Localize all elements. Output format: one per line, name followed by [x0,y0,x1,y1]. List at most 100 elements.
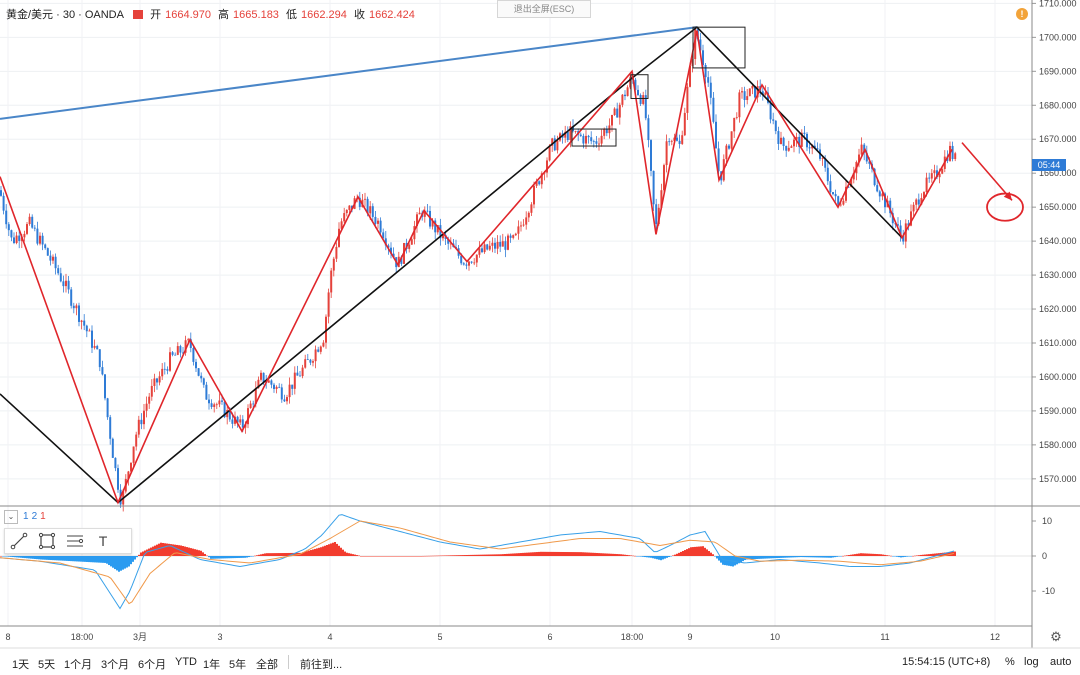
macd-histogram-bar [120,556,122,571]
macd-histogram-bar [736,556,738,565]
range-5y-button[interactable]: 5年 [229,659,247,671]
range-5d-button[interactable]: 5天 [38,659,56,671]
gear-icon[interactable]: ⚙ [1050,629,1062,644]
candle-body [465,264,468,266]
candle-body [249,403,252,409]
text-tool-icon[interactable]: T [98,533,108,549]
range-3m-button[interactable]: 3个月 [101,659,130,671]
macd-histogram-bar [564,552,566,556]
macd-histogram-bar [140,552,142,556]
candle-body [10,230,13,238]
macd-histogram-bar [830,556,832,558]
candle-body [208,399,210,404]
chevron-down-icon[interactable]: ⌄ [4,510,18,524]
range-ytd-button[interactable]: YTD [175,656,197,668]
candle-body [951,145,954,160]
macd-histogram-bar [534,552,536,556]
macd-histogram-bar [870,553,872,556]
macd-dea-line [0,520,955,605]
macd-histogram-bar [446,555,448,556]
macd-histogram-bar [910,556,912,557]
macd-histogram-bar [344,551,346,556]
macd-histogram-bar [50,556,52,561]
price-tick-label: 1590.000 [1039,406,1077,416]
fib-tool-icon[interactable] [61,530,89,552]
candle-body [808,147,811,149]
macd-histogram-bar [532,552,534,556]
candle-body [413,226,416,240]
price-axis[interactable]: 1570.000 1580.000 1590.000 1600.000 1610.000… [1032,0,1080,648]
candle-body [769,102,772,120]
candle-body [738,92,741,118]
candle-body [548,145,551,161]
time-tick-label: 6 [547,632,552,642]
macd-histogram-bar [642,556,644,557]
candle-body [868,161,871,164]
candle-body [704,64,707,78]
candle-body [728,145,730,149]
percent-toggle[interactable]: % [1005,656,1015,668]
candle-body [847,186,850,188]
macd-histogram-bar [916,555,918,556]
candle-body [803,132,806,134]
macd-histogram-bar [464,555,466,556]
candle-body [213,404,216,407]
flag-icon[interactable] [133,10,144,19]
macd-histogram-bar [64,556,66,561]
candle-body [605,129,608,134]
macd-histogram-bar [144,550,146,556]
macd-histogram-bar [168,543,170,556]
macd-histogram-bar [664,556,666,559]
candle-body [314,349,317,362]
range-1y-button[interactable]: 1年 [203,659,221,671]
log-toggle[interactable]: log [1024,656,1039,668]
macd-histogram-bar [458,555,460,556]
macd-histogram-bar [880,554,882,556]
macd-histogram-bar [302,552,304,556]
exit-fullscreen-button[interactable]: 退出全屏(ESC) [497,0,591,18]
macd-histogram-bar [620,554,622,556]
macd-histogram-bar [224,556,226,559]
time-axis[interactable]: 8 18:00 3月 3 4 5 6 18:00 9 10 11 12 ⚙ [5,629,1061,644]
macd-histogram-bar [38,556,40,560]
range-all-button[interactable]: 全部 [256,659,278,671]
candle-body [215,404,218,406]
macd-histogram-bar [630,555,632,556]
macd-histogram-bar [80,556,82,562]
macd-histogram-bar [912,555,914,557]
candle-body [2,195,5,211]
macd-histogram-bar [34,556,36,559]
macd-histogram-bar [366,556,368,557]
macd-histogram-bar [804,556,806,558]
time-tick-label: 12 [990,632,1000,642]
macd-histogram-bar [668,556,670,558]
macd-histogram-bar [854,554,856,556]
candle-body [603,129,606,136]
toolbar-label-2: 2 [31,511,38,522]
macd-histogram-bar [214,556,216,559]
candle-body [735,117,738,119]
macd-histogram-bar [874,553,876,556]
symbol-name[interactable]: 黄金/美元 · 30 · OANDA [6,9,124,21]
range-1d-button[interactable]: 1天 [12,659,30,671]
candle-body [556,140,559,151]
macd-histogram-bar [920,554,922,556]
macd-histogram-bar [12,556,14,558]
candle-body [379,220,382,233]
macd-histogram-bar [908,556,910,557]
time-tick-label: 9 [687,632,692,642]
line-tool-icon[interactable] [5,530,33,552]
candle-body [592,141,595,142]
macd-histogram-bar [898,556,900,558]
macd-histogram-bar [208,556,210,558]
alert-icon[interactable]: ! [1016,8,1028,20]
macd-histogram-bar [536,552,538,556]
range-6m-button[interactable]: 6个月 [138,659,167,671]
range-1m-button[interactable]: 1个月 [64,659,93,671]
macd-histogram-bar [426,555,428,557]
rectangle-tool-icon[interactable] [33,530,61,552]
goto-date-button[interactable]: 前往到... [300,659,343,671]
auto-toggle[interactable]: auto [1050,656,1072,668]
target-ellipse [986,192,1024,222]
